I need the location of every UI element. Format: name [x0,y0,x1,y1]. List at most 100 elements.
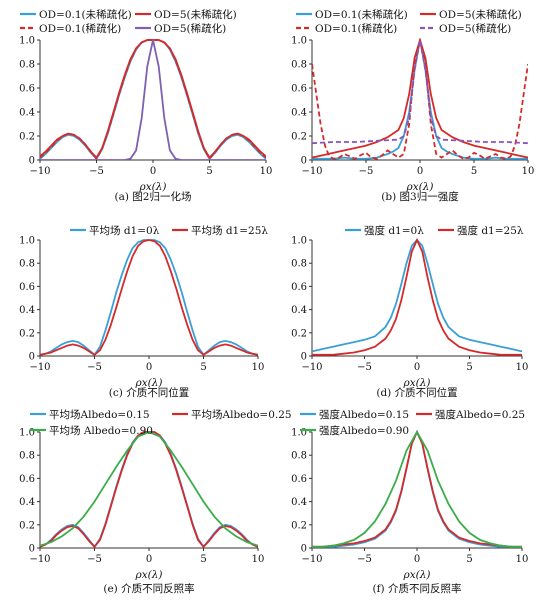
x-tick-label: −10 [301,362,322,373]
x-tick-label: 5 [466,554,472,565]
legend-label: 平均场 Albedo=0.90 [49,424,153,437]
series-line-1 [312,39,528,160]
legend-label: 平均场 d1=0λ [89,224,160,237]
chart-caption: (f) 介质不同反照率 [373,582,462,595]
y-tick-label: 0.2 [291,520,307,531]
y-tick-label: 0.8 [291,451,307,462]
series-line-2 [40,431,258,548]
series-line-2 [312,238,522,356]
legend-label: OD=5(未稀疏化) [439,8,522,21]
y-tick-label: 1.0 [19,36,35,47]
chart-a: 0 0.2 0.4 0.6 0.8 1.0 −10 −5 0 5 10 ρx(λ)(a) 图2归一化场… [19,8,272,203]
x-tick-label: 10 [260,166,273,177]
chart-caption: (e) 介质不同反照率 [103,582,194,595]
y-tick-label: 0 [29,352,35,363]
chart-e: 0 0.2 0.4 0.6 0.8 1.0 −10 −5 0 5 10 ρx(λ)(e) 介质不同反照… [19,408,292,595]
x-tick-label: 0 [417,166,423,177]
x-tick-label: 10 [252,362,265,373]
series-line-2 [312,430,522,548]
x-axis-label: ρx(λ) [403,377,431,389]
y-tick-label: 0.4 [291,108,307,119]
y-tick-label: 0 [301,352,307,363]
y-tick-label: 0.8 [19,60,35,71]
x-tick-label: −5 [357,362,372,373]
x-tick-label: 5 [200,362,206,373]
x-tick-label: −10 [301,554,322,565]
x-tick-label: 5 [206,166,212,177]
legend-label: OD=0.1(未稀疏化) [39,8,132,21]
chart-d: 0 0.2 0.4 0.6 0.8 1.0 −10 −5 0 5 10 ρx(λ)(d) 介质不同位置… [291,224,528,399]
legend-label: 强度 d1=0λ [364,224,424,237]
series-line-4 [40,39,266,160]
series-line-3 [40,431,258,547]
x-tick-label: 10 [516,554,529,565]
x-tick-label: 10 [516,362,529,373]
legend-label: OD=5(稀疏化) [439,22,511,35]
y-tick-label: 1.0 [291,236,307,247]
series-line-1 [312,238,522,353]
x-tick-label: 10 [522,166,535,177]
y-tick-label: 0.6 [19,474,35,485]
y-tick-label: 1.0 [19,428,35,439]
legend-label: OD=5(未稀疏化) [154,8,237,21]
x-tick-label: −10 [301,166,322,177]
legend-label: 强度Albedo=0.25 [435,408,525,421]
series-line-2 [40,239,258,356]
x-tick-label: 5 [471,166,477,177]
y-tick-label: 0.8 [291,60,307,71]
legend-label: OD=0.1(稀疏化) [315,22,397,35]
x-tick-label: 10 [252,554,265,565]
x-tick-label: −5 [89,166,104,177]
series-line-1 [312,430,522,548]
legend-label: 强度Albedo=0.90 [319,424,409,437]
y-tick-label: 0.4 [19,305,35,316]
y-tick-label: 0.6 [291,84,307,95]
x-axis-label: ρx(λ) [135,569,163,581]
y-tick-label: 0.6 [291,282,307,293]
y-tick-label: 0 [301,156,307,167]
x-tick-label: −5 [357,554,372,565]
y-tick-label: 0.8 [291,259,307,270]
y-tick-label: 0.4 [291,497,307,508]
y-tick-label: 0 [29,544,35,555]
y-tick-label: 0.6 [291,474,307,485]
y-tick-label: 0.4 [19,108,35,119]
legend-label: OD=0.1(未稀疏化) [315,8,408,21]
series-line-3 [312,39,528,160]
y-tick-label: 0.8 [19,259,35,270]
chart-caption: (a) 图2归一化场 [115,190,192,203]
y-tick-label: 0.2 [19,132,35,143]
y-tick-label: 0.6 [19,282,35,293]
chart-caption: (d) 介质不同位置 [376,386,457,399]
x-tick-label: −5 [87,362,102,373]
y-tick-label: 0.4 [19,497,35,508]
series-line-4 [312,39,528,145]
series-line-3 [312,430,522,548]
y-tick-label: 0 [301,544,307,555]
x-tick-label: −10 [29,166,50,177]
y-tick-label: 0.4 [291,305,307,316]
legend-label: OD=5(稀疏化) [154,22,226,35]
x-tick-label: −10 [29,554,50,565]
x-tick-label: 5 [200,554,206,565]
series-line-1 [40,431,258,548]
x-tick-label: −5 [359,166,374,177]
x-tick-label: 5 [466,362,472,373]
chart-b: 0 0.2 0.4 0.6 0.8 1.0 −10 −5 0 5 10 ρx(λ)(b) 图3归一强度… [291,8,534,203]
y-tick-label: 1.0 [291,36,307,47]
series-line-2 [40,39,266,160]
x-axis-label: ρx(λ) [135,377,163,389]
x-axis-label: ρx(λ) [139,181,167,193]
chart-f: 0 0.2 0.4 0.6 0.8 1.0 −10 −5 0 5 10 ρx(λ)(f) 介质不同反照… [291,408,528,595]
y-tick-label: 0 [29,156,35,167]
y-tick-label: 0.2 [19,520,35,531]
x-tick-label: 0 [150,166,156,177]
series-line-3 [40,39,266,160]
legend-label: OD=0.1(稀疏化) [39,22,121,35]
legend-label: 平均场Albedo=0.15 [49,408,150,421]
x-tick-label: 0 [146,362,152,373]
y-tick-label: 0.8 [19,451,35,462]
y-tick-label: 1.0 [291,428,307,439]
series-line-2 [312,38,528,159]
